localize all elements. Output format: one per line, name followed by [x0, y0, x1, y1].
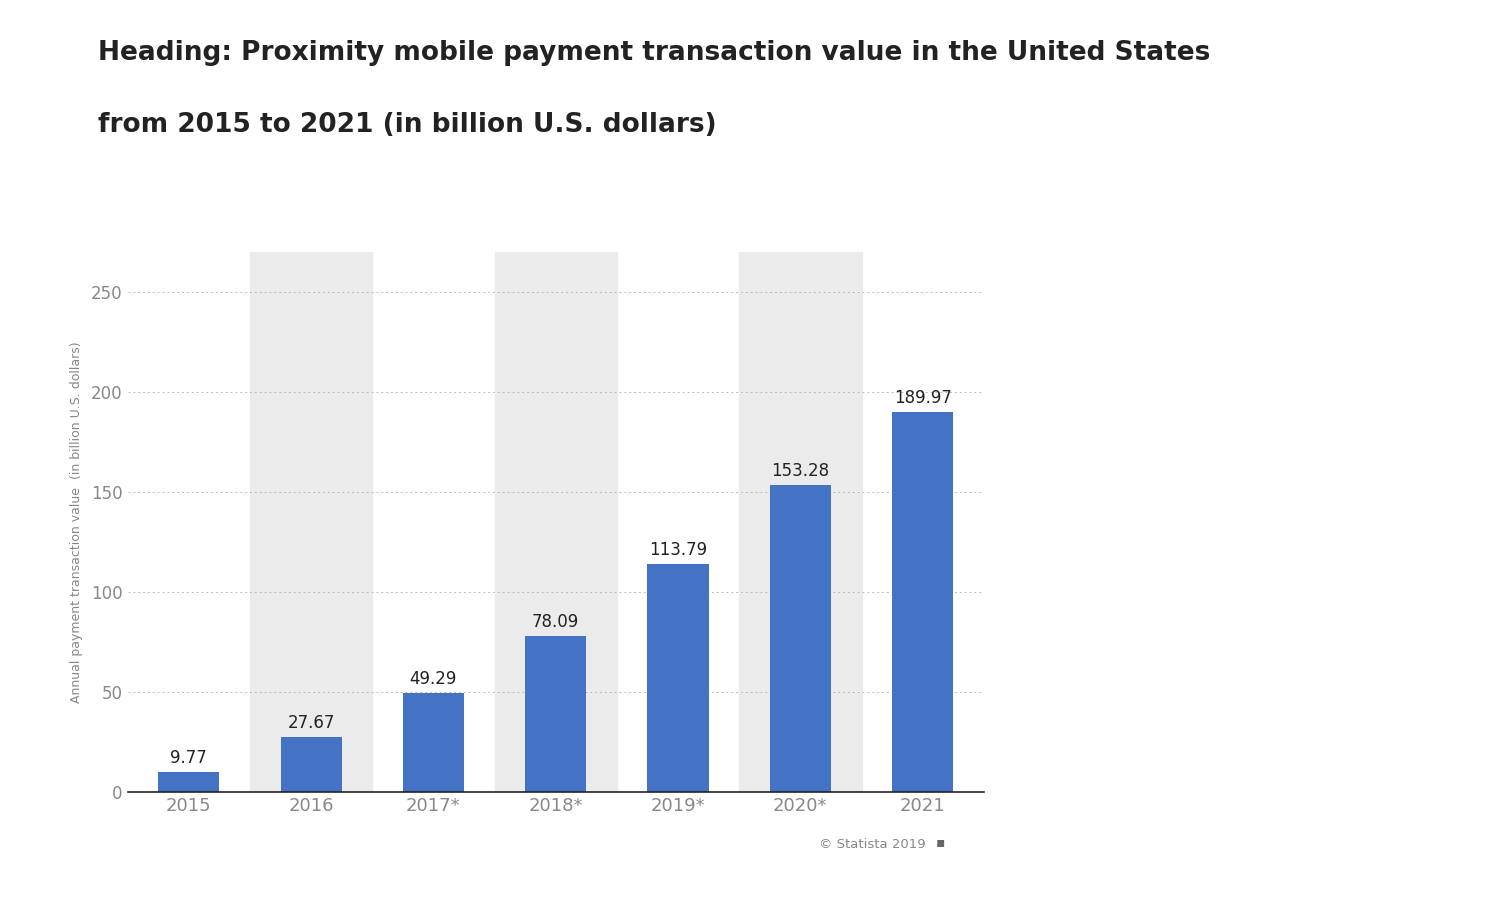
Y-axis label: Annual payment transaction value  (in billion U.S. dollars): Annual payment transaction value (in bil… [71, 341, 83, 703]
Bar [158, 772, 219, 792]
Bar [892, 412, 954, 792]
Text: Heading: Proximity mobile payment transaction value in the United States: Heading: Proximity mobile payment transa… [98, 40, 1211, 67]
Bar [739, 252, 862, 792]
Bar [403, 693, 464, 792]
Text: © Statista 2019: © Statista 2019 [819, 838, 925, 850]
Text: 9.77: 9.77 [170, 750, 207, 768]
Text: 27.67: 27.67 [287, 714, 335, 732]
Text: 49.29: 49.29 [410, 670, 457, 688]
Text: 189.97: 189.97 [894, 389, 952, 407]
Text: 78.09: 78.09 [532, 613, 580, 631]
Bar [494, 252, 617, 792]
Bar [526, 635, 586, 792]
Bar [281, 737, 341, 792]
Text: from 2015 to 2021 (in billion U.S. dollars): from 2015 to 2021 (in billion U.S. dolla… [98, 112, 716, 139]
Text: ▪: ▪ [936, 834, 945, 849]
Text: 153.28: 153.28 [772, 463, 829, 481]
Bar [249, 252, 372, 792]
Bar [769, 485, 831, 792]
Text: 113.79: 113.79 [649, 542, 707, 560]
Bar [647, 564, 709, 792]
